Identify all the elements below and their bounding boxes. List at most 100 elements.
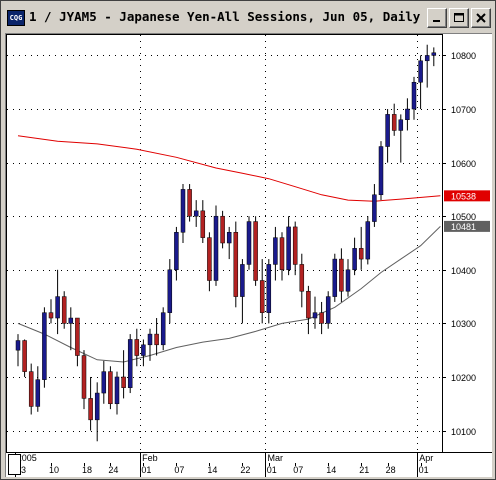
candle-body <box>200 210 206 238</box>
maximize-button[interactable] <box>449 8 469 28</box>
candle-body <box>180 189 186 233</box>
candle <box>273 226 278 281</box>
y-tick-label: 10500 <box>451 212 476 222</box>
candle <box>15 334 21 367</box>
candle-body <box>75 317 80 356</box>
candle-body <box>233 232 239 297</box>
candle-body <box>339 258 344 292</box>
candle-body <box>167 269 173 313</box>
candle <box>101 360 107 404</box>
candle-body <box>332 258 338 297</box>
candle-body <box>187 189 192 217</box>
candle <box>226 226 232 260</box>
status-box <box>8 454 21 475</box>
candle <box>352 237 357 276</box>
close-button[interactable] <box>471 8 491 28</box>
candle-body <box>174 232 179 271</box>
minimize-button[interactable] <box>427 8 447 28</box>
candle-body <box>345 269 351 292</box>
app-icon[interactable]: CQG <box>7 10 25 26</box>
candle-body <box>141 344 146 356</box>
price-chart[interactable]: 10100 10200 10300 10400 10500 10600 10700 10800… <box>6 34 492 477</box>
x-tick-label: 14 <box>207 465 217 475</box>
candle <box>94 382 100 442</box>
candle <box>259 259 265 324</box>
candle-body <box>28 371 34 407</box>
candle <box>207 232 212 292</box>
x-tick-label: 24 <box>108 465 118 475</box>
candle <box>174 226 179 281</box>
candle-body <box>127 339 133 388</box>
candle <box>312 296 318 329</box>
candle-body <box>418 60 423 83</box>
x-tick-label: 21 <box>359 465 369 475</box>
candle-body <box>253 221 258 281</box>
price-label: 10481 <box>451 222 476 232</box>
candle-body <box>266 264 272 313</box>
y-tick-label: 10100 <box>451 427 476 437</box>
y-tick-label: 10700 <box>451 105 476 115</box>
candle <box>253 216 258 286</box>
candle <box>193 200 199 227</box>
candle <box>61 291 67 329</box>
candle-body <box>424 55 430 62</box>
price-label-box <box>444 190 490 202</box>
candle-body <box>411 81 417 110</box>
candle <box>306 285 311 335</box>
candle <box>154 318 159 356</box>
candle <box>200 200 206 243</box>
candle-body <box>48 312 54 319</box>
candle <box>55 269 60 335</box>
candle-body <box>15 340 21 351</box>
candle-body <box>147 333 153 346</box>
y-tick-label: 10800 <box>451 51 476 61</box>
x-tick-label: 18 <box>82 465 92 475</box>
candle <box>68 307 74 351</box>
candle <box>35 366 41 412</box>
candle-body <box>286 226 291 271</box>
candle-body <box>22 340 27 372</box>
candle-body <box>226 232 232 244</box>
candle <box>213 205 219 286</box>
candle-body <box>292 226 298 265</box>
candle-body <box>319 312 324 324</box>
moving-average-long <box>17 135 441 202</box>
candle <box>160 307 166 351</box>
title-bar[interactable]: CQG 1 / JYAM5 - Japanese Yen-All Session… <box>3 3 493 31</box>
candle <box>405 98 410 131</box>
candle-body <box>88 398 93 421</box>
x-tick-label: 03 <box>16 465 26 475</box>
candle-body <box>385 114 390 147</box>
candle <box>299 253 305 308</box>
candle-body <box>378 146 384 196</box>
candle-body <box>246 221 252 265</box>
candle <box>134 328 140 367</box>
candle <box>48 299 54 324</box>
chart-area[interactable]: 10100 10200 10300 10400 10500 10600 10700 10800… <box>5 33 492 477</box>
candle <box>75 317 80 367</box>
candle <box>127 334 133 394</box>
candle <box>81 350 87 410</box>
candle <box>279 232 285 281</box>
candle-body <box>193 210 199 217</box>
close-icon <box>476 13 486 23</box>
candle <box>345 259 351 297</box>
candle <box>233 221 239 308</box>
candle <box>398 114 404 163</box>
candle-body <box>431 52 437 56</box>
minimize-icon <box>433 20 440 22</box>
candle <box>22 339 27 377</box>
candle <box>358 226 364 270</box>
candle-body <box>160 312 166 346</box>
candle-body <box>259 280 265 313</box>
candle <box>121 350 126 399</box>
candle-body <box>352 248 357 271</box>
candle <box>391 103 397 136</box>
candle <box>286 216 291 276</box>
candle-body <box>114 376 120 405</box>
x-tick-label: 28 <box>386 465 396 475</box>
candle <box>147 328 153 361</box>
y-tick-label: 10600 <box>451 159 476 169</box>
candle <box>325 291 331 329</box>
